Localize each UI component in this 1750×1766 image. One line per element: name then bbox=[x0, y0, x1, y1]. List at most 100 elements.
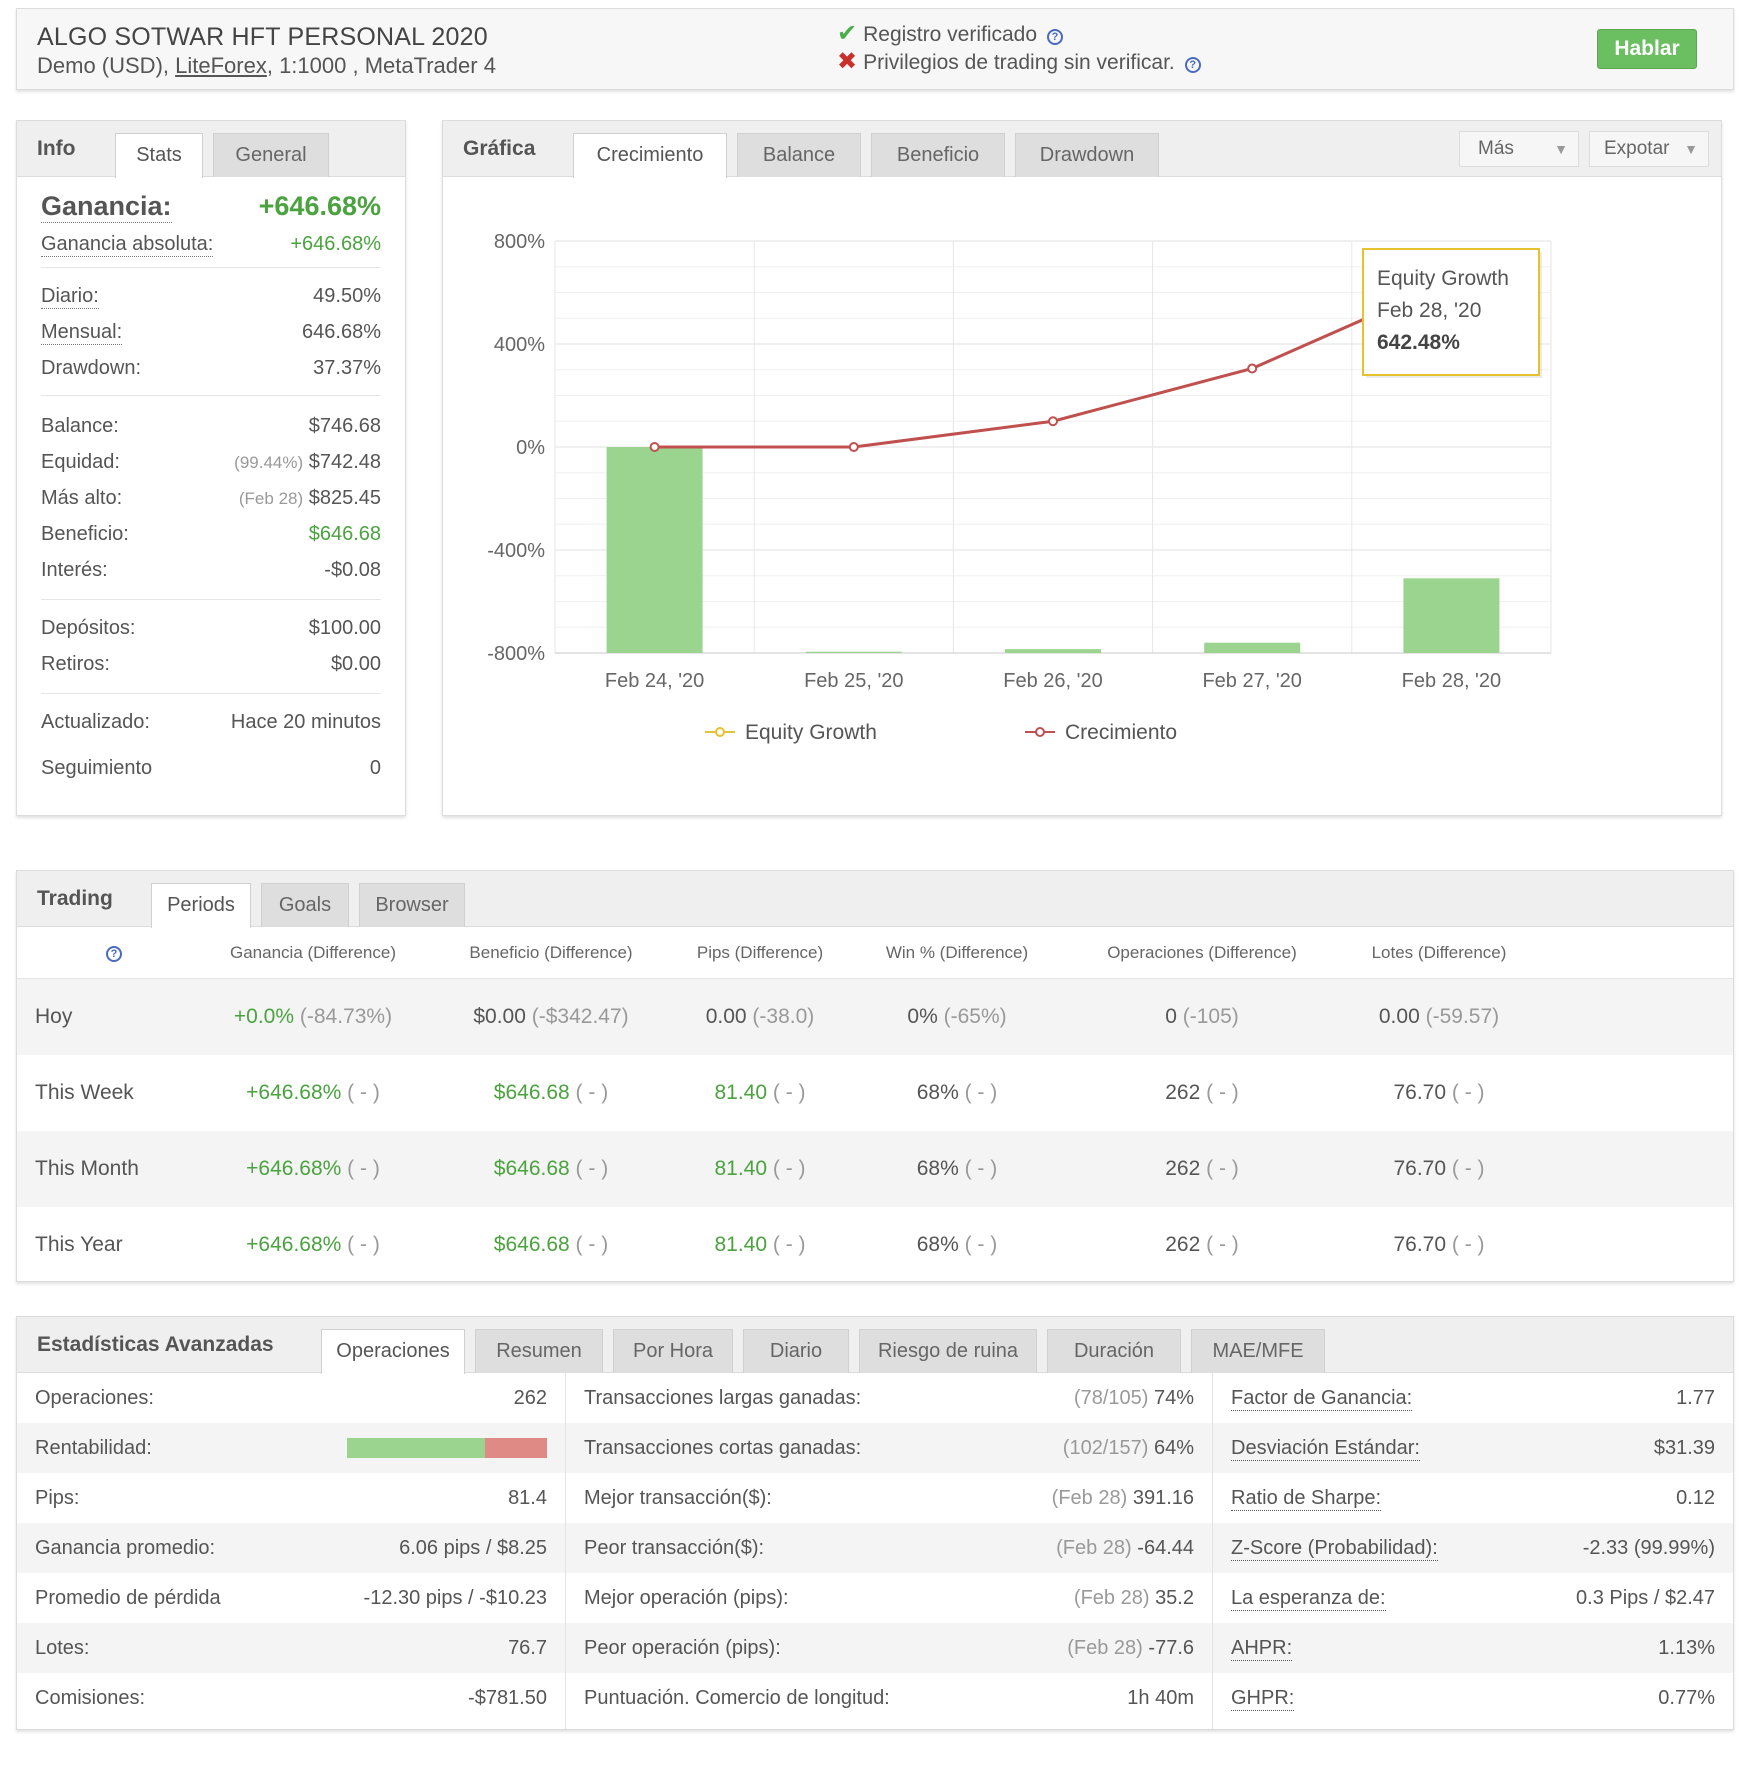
win-cell: 0% (-65%) bbox=[907, 979, 1006, 1055]
tab-goals[interactable]: Goals bbox=[261, 883, 349, 927]
pips-value: 81.40 bbox=[714, 1157, 768, 1180]
stat-label[interactable]: Factor de Ganancia: bbox=[1231, 1387, 1413, 1411]
lots-diff: ( - ) bbox=[1451, 1157, 1485, 1180]
gain-cell: +646.68% ( - ) bbox=[246, 1055, 380, 1131]
pips-cell: 81.40 ( - ) bbox=[714, 1131, 805, 1207]
abs-gain-value: +646.68% bbox=[290, 233, 381, 255]
tab-drawdown[interactable]: Drawdown bbox=[1015, 133, 1159, 177]
lots-value: 76.70 bbox=[1393, 1157, 1447, 1180]
stat-row: Mejor operación (pips): (Feb 28) 35.2 bbox=[566, 1573, 1212, 1623]
tab-diario[interactable]: Diario bbox=[743, 1329, 849, 1373]
profit-cell: $0.00 (-$342.47) bbox=[473, 979, 628, 1055]
tooltip-value: 642.48% bbox=[1377, 331, 1460, 354]
deposits-label: Depósitos: bbox=[41, 617, 136, 639]
column-divider bbox=[1212, 1373, 1213, 1729]
lots-diff: ( - ) bbox=[1451, 1233, 1485, 1256]
stat-note: (Feb 28) bbox=[1056, 1537, 1132, 1559]
export-dropdown[interactable]: Expotar ▼ bbox=[1589, 131, 1709, 167]
period-label: This Year bbox=[35, 1233, 123, 1256]
tab-por-hora[interactable]: Por Hora bbox=[613, 1329, 733, 1373]
contact-button[interactable]: Hablar bbox=[1597, 29, 1697, 69]
highest-value: $825.45 bbox=[308, 487, 381, 509]
tab-general[interactable]: General bbox=[213, 133, 329, 177]
tab-balance[interactable]: Balance bbox=[737, 133, 861, 177]
info-tabbar: Info Stats General bbox=[17, 121, 405, 178]
gain-diff: (-84.73%) bbox=[299, 1005, 393, 1028]
stat-label[interactable]: Ratio de Sharpe: bbox=[1231, 1487, 1382, 1511]
stat-value: 1.77 bbox=[1676, 1387, 1715, 1409]
stat-row: Transacciones cortas ganadas: (102/157) 6… bbox=[566, 1423, 1212, 1473]
stat-label[interactable]: Z-Score (Probabilidad): bbox=[1231, 1537, 1438, 1561]
stat-value: 391.16 bbox=[1132, 1487, 1194, 1509]
stat-label[interactable]: Desviación Estándar: bbox=[1231, 1437, 1420, 1461]
help-icon[interactable]: ? bbox=[106, 927, 122, 979]
stat-row: Factor de Ganancia: 1.77 bbox=[1213, 1373, 1733, 1423]
stat-label: Operaciones: bbox=[35, 1387, 154, 1409]
tooltip-series: Equity Growth bbox=[1377, 267, 1509, 290]
stat-label: Lotes: bbox=[35, 1637, 90, 1659]
help-icon[interactable]: ? bbox=[1184, 57, 1201, 73]
gain-row: Ganancia: +646.68% bbox=[41, 191, 381, 225]
tab-beneficio[interactable]: Beneficio bbox=[871, 133, 1005, 177]
monthly-row: Mensual: 646.68% bbox=[41, 321, 381, 349]
more-dropdown[interactable]: Más ▼ bbox=[1459, 131, 1579, 167]
legend-equity-label: Equity Growth bbox=[745, 721, 877, 744]
equity-value-group: (99.44%) $742.48 bbox=[234, 451, 381, 474]
lots-cell: 0.00 (-59.57) bbox=[1379, 979, 1499, 1055]
profit-cell: $646.68 ( - ) bbox=[494, 1055, 608, 1131]
help-icon[interactable]: ? bbox=[1047, 29, 1064, 45]
profit-diff: ( - ) bbox=[575, 1081, 609, 1104]
win-diff: ( - ) bbox=[964, 1081, 998, 1104]
tab-stats[interactable]: Stats bbox=[115, 133, 203, 178]
tab-duracion[interactable]: Duración bbox=[1047, 1329, 1181, 1373]
equity-pct: (99.44%) bbox=[234, 453, 304, 472]
win-value: 68% bbox=[916, 1157, 959, 1180]
balance-label: Balance: bbox=[41, 415, 119, 437]
stat-row: Z-Score (Probabilidad): -2.33 (99.99%) bbox=[1213, 1523, 1733, 1573]
tab-trading[interactable]: Trading bbox=[37, 887, 113, 910]
stat-row: Pips: 81.4 bbox=[17, 1473, 565, 1523]
gain-diff: ( - ) bbox=[347, 1233, 380, 1256]
x-tick-label: Feb 28, '20 bbox=[1402, 670, 1501, 692]
pips-cell: 0.00 (-38.0) bbox=[706, 979, 815, 1055]
interest-label: Interés: bbox=[41, 559, 108, 581]
tab-riesgo-de-ruina[interactable]: Riesgo de ruina bbox=[859, 1329, 1037, 1373]
export-label: Expotar bbox=[1604, 138, 1670, 159]
table-header: ? Ganancia (Difference) Beneficio (Diffe… bbox=[17, 927, 1733, 979]
ops-cell: 262 ( - ) bbox=[1165, 1131, 1239, 1207]
lots-cell: 76.70 ( - ) bbox=[1393, 1055, 1484, 1131]
col-win: Win % (Difference) bbox=[885, 943, 1029, 962]
profit-value: $646.68 bbox=[493, 1233, 570, 1256]
stat-label[interactable]: GHPR: bbox=[1231, 1687, 1295, 1711]
tab-resumen[interactable]: Resumen bbox=[475, 1329, 603, 1373]
tab-info[interactable]: Info bbox=[37, 137, 76, 160]
broker-link[interactable]: LiteForex bbox=[175, 53, 267, 78]
col-operations: Operaciones (Difference) bbox=[1107, 943, 1297, 962]
stat-row: Peor operación (pips): (Feb 28) -77.6 bbox=[566, 1623, 1212, 1673]
profit-diff: ( - ) bbox=[575, 1157, 609, 1180]
stat-value-group: (Feb 28) -77.6 bbox=[1067, 1623, 1194, 1673]
tab-periods[interactable]: Periods bbox=[151, 883, 251, 928]
account-subtitle: Demo (USD), LiteForex, 1:1000 , MetaTrad… bbox=[37, 53, 496, 79]
tab-crecimiento[interactable]: Crecimiento bbox=[573, 133, 727, 178]
win-cell: 68% ( - ) bbox=[917, 1207, 998, 1283]
highest-row: Más alto: (Feb 28) $825.45 bbox=[41, 487, 381, 515]
stat-label: Promedio de pérdida bbox=[35, 1587, 221, 1609]
tab-mae-mfe[interactable]: MAE/MFE bbox=[1191, 1329, 1325, 1373]
equity-growth-bar bbox=[1403, 578, 1500, 653]
gain-value: +0.0% bbox=[233, 1005, 295, 1028]
profit-diff: ( - ) bbox=[575, 1233, 609, 1256]
ops-value: 262 bbox=[1165, 1157, 1201, 1180]
gain-diff: ( - ) bbox=[347, 1157, 380, 1180]
stat-value: 81.4 bbox=[508, 1487, 547, 1509]
tab-browser[interactable]: Browser bbox=[359, 883, 465, 927]
tooltip-pointer bbox=[1441, 250, 1462, 289]
tab-operaciones[interactable]: Operaciones bbox=[321, 1329, 465, 1374]
profitability-bar bbox=[347, 1438, 547, 1458]
drawdown-label: Drawdown: bbox=[41, 357, 142, 379]
stat-label[interactable]: La esperanza de: bbox=[1231, 1587, 1386, 1611]
win-diff: ( - ) bbox=[964, 1157, 998, 1180]
stat-label: Puntuación. Comercio de longitud: bbox=[584, 1687, 890, 1709]
stat-label[interactable]: AHPR: bbox=[1231, 1637, 1293, 1661]
